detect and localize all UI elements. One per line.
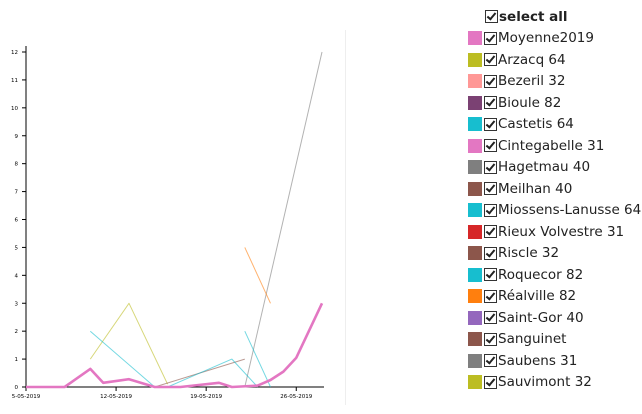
legend-label: Roquecor 82 [498,266,584,283]
legend-item[interactable]: Sauvimont 32 [468,372,642,394]
y-tick-label: 5 [15,245,19,251]
legend-label: Meilhan 40 [498,180,573,197]
select-all-label: select all [499,8,568,25]
legend-label: Rieux Volvestre 31 [498,223,625,240]
legend-swatch [468,310,482,325]
legend-checkbox[interactable] [484,96,497,110]
y-tick-label: 12 [11,50,18,56]
legend-checkbox[interactable] [484,311,497,325]
line-chart: 0 1 2 3 4 5 6 7 8 9 10 11 12 5-05-2019 12-05-2019 19-05… [11,46,324,400]
y-tick-label: 7 [15,190,19,196]
series-line [167,358,259,388]
legend-label: Moyenne2019 [498,30,594,47]
series-line [244,247,271,304]
legend-item[interactable]: Bioule 82 [468,92,642,114]
legend-item[interactable]: Roquecor 82 [468,264,642,286]
legend-swatch [468,160,482,175]
legend-checkbox[interactable] [484,117,497,131]
legend-swatch [468,224,482,239]
y-tick-label: 2 [15,329,19,335]
legend-checkbox[interactable] [484,31,497,45]
legend-swatch [468,52,482,67]
series-line [26,302,324,389]
legend-label: Réalville 82 [498,288,577,305]
legend-swatch [468,267,482,282]
legend-swatch [468,353,482,368]
y-tick-label: 3 [15,301,19,307]
legend-swatch [468,74,482,89]
y-tick-label: 4 [15,273,19,279]
legend-item[interactable]: Réalville 82 [468,286,642,308]
y-tick-label: 10 [11,106,18,112]
legend-label: Sanguinet [498,331,567,348]
series-line [89,302,169,385]
legend-swatch [468,181,482,196]
legend-item[interactable]: Moyenne2019 [468,28,642,50]
legend-checkbox[interactable] [484,53,497,67]
select-all-toggle[interactable]: select all [468,6,642,28]
legend-label: Castetis 64 [498,116,574,133]
y-tick-label: 1 [15,357,19,363]
x-tick-label: 26-05-2019 [280,394,312,400]
x-tick-label: 19-05-2019 [190,394,222,400]
divider [345,30,346,405]
legend-swatch [468,31,482,46]
legend-item[interactable]: Saubens 31 [468,350,642,372]
legend-swatch [468,332,482,347]
legend-swatch [468,203,482,218]
legend-label: Miossens-Lanusse 64 [498,202,642,219]
select-all-checkbox[interactable] [485,10,498,24]
legend-item[interactable]: Cintegabelle 31 [468,135,642,157]
legend-swatch [468,138,482,153]
legend-label: Bioule 82 [498,94,562,111]
legend-label: Arzacq 64 [498,51,566,68]
x-tick-label: 12-05-2019 [100,394,132,400]
legend-checkbox[interactable] [484,354,497,368]
legend-label: Saint-Gor 40 [498,309,584,326]
legend-checkbox[interactable] [484,268,497,282]
legend-item[interactable]: Saint-Gor 40 [468,307,642,329]
legend-item[interactable]: Castetis 64 [468,114,642,136]
legend-item[interactable]: Riscle 32 [468,243,642,265]
series-line [244,330,271,388]
legend-item[interactable]: Hagetmau 40 [468,157,642,179]
legend-checkbox[interactable] [484,74,497,88]
legend-checkbox[interactable] [484,225,497,239]
legend-checkbox[interactable] [484,332,497,346]
legend-item[interactable]: Bezeril 32 [468,71,642,93]
legend-checkbox[interactable] [484,246,497,260]
legend-label: Sauvimont 32 [498,374,592,391]
series-line [244,51,323,388]
legend-swatch [468,246,482,261]
y-tick-label: 9 [15,134,19,140]
legend-label: Bezeril 32 [498,73,566,90]
legend-item[interactable]: Arzacq 64 [468,49,642,71]
legend: select all Moyenne2019 Arzacq 64 Bezeril 32… [468,6,642,393]
legend-checkbox[interactable] [484,289,497,303]
legend-item[interactable]: Meilhan 40 [468,178,642,200]
legend-item[interactable]: Sanguinet [468,329,642,351]
legend-label: Hagetmau 40 [498,159,591,176]
y-tick-label: 11 [11,78,18,84]
legend-checkbox[interactable] [484,375,497,389]
legend-label: Riscle 32 [498,245,560,262]
x-tick-label: 5-05-2019 [12,394,41,400]
legend-swatch [468,289,482,304]
legend-label: Cintegabelle 31 [498,137,605,154]
y-tick-label: 0 [15,385,19,391]
legend-label: Saubens 31 [498,352,578,369]
legend-checkbox[interactable] [484,182,497,196]
legend-item[interactable]: Rieux Volvestre 31 [468,221,642,243]
y-tick-label: 8 [15,162,19,168]
legend-swatch [468,117,482,132]
y-tick-label: 6 [15,218,19,224]
legend-checkbox[interactable] [484,139,497,153]
legend-checkbox[interactable] [484,203,497,217]
legend-swatch [468,95,482,110]
legend-checkbox[interactable] [484,160,497,174]
legend-item[interactable]: Miossens-Lanusse 64 [468,200,642,222]
legend-swatch [468,375,482,390]
